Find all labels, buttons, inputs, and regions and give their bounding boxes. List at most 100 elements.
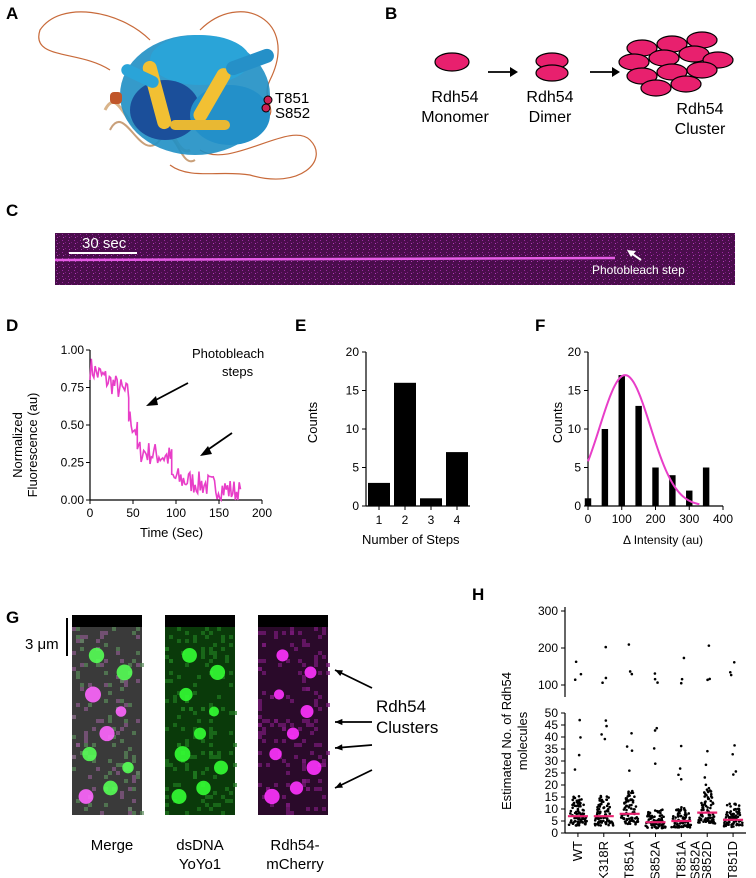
h-data-point [599, 795, 603, 799]
h-data-point [627, 643, 631, 646]
noise-pixel [120, 763, 124, 767]
dimer-ellipse-bottom [535, 64, 569, 82]
h-data-point [604, 645, 608, 649]
noise-pixel [262, 631, 266, 635]
h-data-point [651, 823, 655, 827]
h-data-point [677, 808, 680, 811]
fluorescent-spot [208, 706, 220, 717]
noise-pixel [185, 767, 189, 771]
noise-pixel [140, 811, 144, 815]
h-data-point [737, 807, 741, 811]
h-data-point [634, 805, 638, 808]
h-data-point [603, 737, 607, 741]
d-x-tick-label: 100 [166, 506, 186, 520]
noise-pixel [185, 663, 189, 667]
h-y-tick-label: 20 [545, 778, 559, 792]
noise-pixel [177, 743, 181, 747]
h-data-point [600, 798, 604, 802]
h-y-tick-label: 40 [545, 730, 559, 744]
f-x-tick-label: 100 [612, 512, 632, 526]
merge-image [72, 615, 144, 815]
h-y-tick-label: 5 [551, 814, 558, 828]
h-data-point [624, 797, 628, 800]
noise-pixel [270, 723, 274, 727]
fluorescent-spot [179, 687, 193, 702]
noise-pixel [76, 675, 80, 679]
h-data-point [606, 819, 609, 822]
noise-pixel [165, 759, 169, 763]
noise-pixel [314, 743, 318, 747]
noise-pixel [120, 791, 124, 795]
h-y-tick-label: 15 [545, 790, 559, 804]
noise-pixel [270, 695, 274, 699]
noise-pixel [221, 639, 225, 643]
fluorescent-spot [82, 746, 97, 762]
cluster-ellipse [686, 61, 718, 79]
cluster-label-line2: Cluster [674, 121, 726, 138]
h-data-point [707, 644, 711, 647]
noise-pixel [229, 799, 233, 803]
arrow-1 [488, 67, 518, 77]
h-data-point [734, 807, 738, 811]
noise-pixel [128, 787, 132, 791]
noise-pixel [136, 635, 140, 639]
h-data-point [628, 670, 632, 673]
h-data-point [573, 816, 576, 820]
noise-pixel [302, 719, 306, 723]
panel-g: G 3 μm Merge dsDNA YoYo1 Rdh54- mCherry … [0, 600, 470, 878]
h-data-point [706, 678, 709, 682]
yoyo-label: dsDNA YoYo1 [155, 836, 245, 874]
h-data-point [578, 811, 581, 814]
noise-pixel [165, 795, 169, 799]
h-data-point [710, 820, 713, 823]
noise-pixel [84, 807, 88, 811]
noise-pixel [314, 807, 318, 811]
noise-pixel [258, 731, 262, 735]
d-y-tick-label: 0.00 [61, 493, 85, 507]
h-data-point [608, 805, 612, 809]
noise-pixel [302, 639, 306, 643]
noise-pixel [84, 743, 88, 747]
h-x-tick-label: T851A [673, 841, 688, 878]
fluorescent-spot [276, 649, 289, 662]
fluorescent-spot [306, 760, 322, 775]
noise-pixel [262, 691, 266, 695]
noise-pixel [205, 767, 209, 771]
noise-pixel [229, 643, 233, 647]
noise-pixel [302, 779, 306, 783]
noise-pixel [132, 759, 136, 763]
h-data-point [684, 813, 688, 817]
h-data-point [728, 670, 732, 674]
d-xlabel: Time (Sec) [140, 525, 204, 540]
fluorescent-spot [115, 706, 127, 717]
h-data-point [573, 768, 577, 771]
noise-pixel [116, 651, 120, 655]
noise-pixel [124, 703, 128, 707]
h-data-point [736, 812, 740, 815]
fluorescence-trace-chart: 0.00 0.25 0.50 0.75 1.00 0 50 100 150 200 [61, 343, 273, 520]
noise-pixel [76, 743, 80, 747]
noise-pixel [286, 771, 290, 775]
h-data-point [604, 719, 608, 722]
noise-pixel [173, 783, 177, 787]
noise-pixel [221, 795, 225, 799]
panel-a-letter: A [6, 4, 19, 23]
h-data-point [708, 820, 711, 823]
noise-pixel [92, 743, 96, 747]
h-data-point [678, 767, 682, 770]
noise-pixel [286, 807, 290, 811]
dimer-label: Rdh54 Dimer [510, 88, 590, 128]
noise-pixel [298, 631, 302, 635]
h-data-point [653, 809, 657, 812]
noise-pixel [116, 647, 120, 651]
h-x-tick-label: K318R [596, 841, 611, 878]
h-data-point [573, 796, 577, 800]
h-data-point [630, 816, 634, 820]
noise-pixel [274, 631, 278, 635]
h-data-point [656, 826, 659, 830]
noise-pixel [100, 811, 104, 815]
h-data-point [600, 802, 603, 806]
h-data-point [652, 747, 656, 750]
h-data-point [703, 792, 707, 796]
noise-pixel [201, 631, 205, 635]
